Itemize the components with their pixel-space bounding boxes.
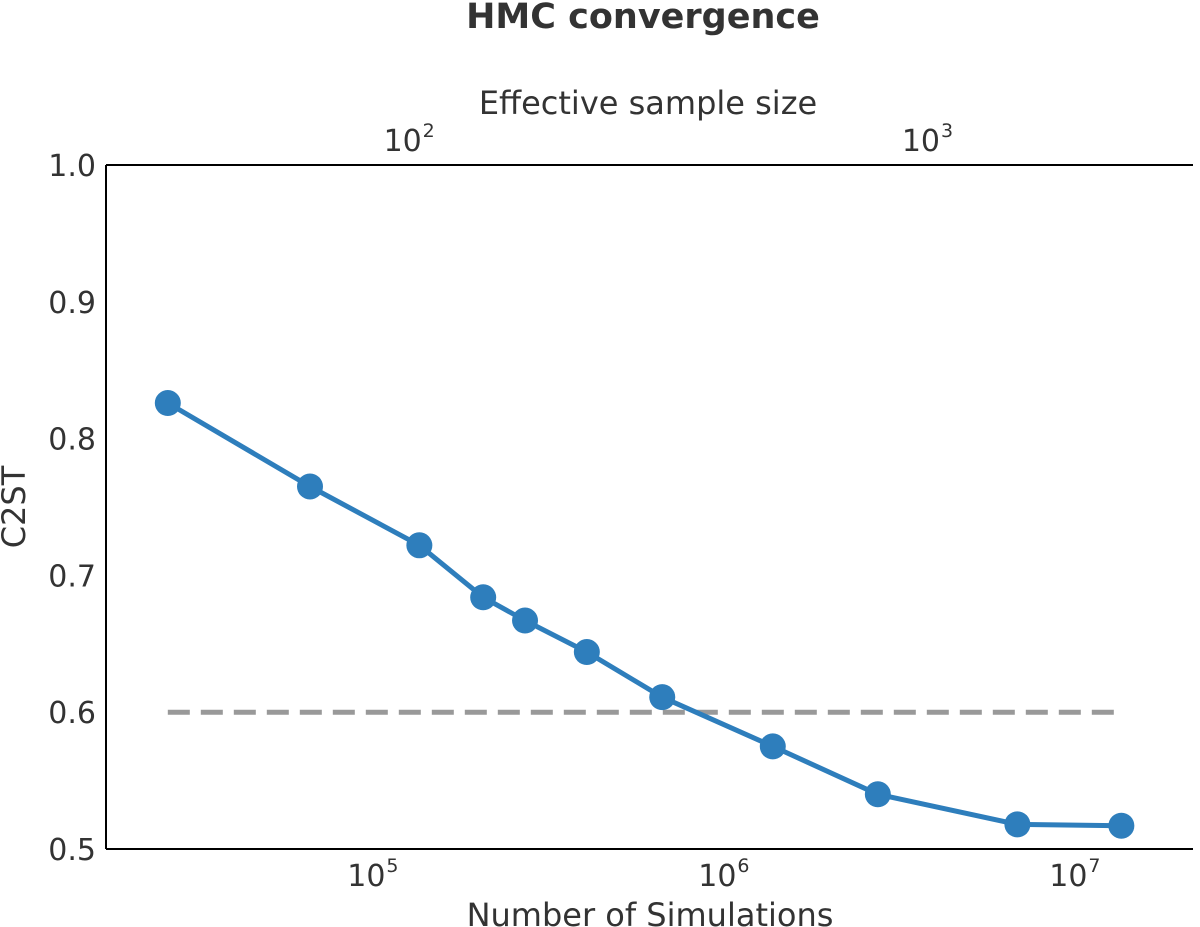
data-point xyxy=(1108,812,1135,839)
chart-title: HMC convergence xyxy=(466,0,820,37)
x-tick-label-base: 10 xyxy=(1049,859,1087,894)
data-point xyxy=(649,684,676,711)
x-tick-label-exponent: 5 xyxy=(386,855,398,877)
y-axis-label: C2ST xyxy=(0,465,33,548)
data-point xyxy=(864,781,891,808)
x-tick-label: 10 6 xyxy=(698,855,749,894)
top-tick-label: 10 3 xyxy=(902,120,953,159)
data-point xyxy=(573,639,600,666)
x-tick-label-base: 10 xyxy=(347,859,385,894)
series-line xyxy=(166,400,1122,829)
top-tick-label-base: 10 xyxy=(902,124,940,159)
top-axis-label: Effective sample size xyxy=(479,84,817,122)
y-tick-label: 0.6 xyxy=(48,696,96,731)
x-tick-label-exponent: 6 xyxy=(737,855,749,877)
data-point xyxy=(759,733,786,760)
data-point xyxy=(154,390,181,417)
data-point xyxy=(1004,811,1031,838)
x-tick-label: 10 7 xyxy=(1049,855,1100,894)
top-tick-label: 10 2 xyxy=(384,120,435,159)
x-axis-label: Number of Simulations xyxy=(467,896,834,927)
y-tick-label: 1.0 xyxy=(48,149,96,184)
y-tick-label: 0.9 xyxy=(48,286,96,321)
top-tick-label-exponent: 3 xyxy=(941,120,953,142)
data-point xyxy=(406,532,433,559)
top-tick-label-base: 10 xyxy=(384,124,422,159)
y-tick-label: 0.7 xyxy=(48,559,96,594)
x-tick-label-base: 10 xyxy=(698,859,736,894)
data-point xyxy=(512,607,539,634)
y-tick-label: 0.8 xyxy=(48,423,96,458)
x-tick-label-exponent: 7 xyxy=(1088,855,1100,877)
x-tick-label: 10 5 xyxy=(347,855,398,894)
data-point xyxy=(470,584,497,611)
y-tick-label: 0.5 xyxy=(48,833,96,868)
data-point xyxy=(297,473,324,500)
top-tick-label-exponent: 2 xyxy=(423,120,435,142)
